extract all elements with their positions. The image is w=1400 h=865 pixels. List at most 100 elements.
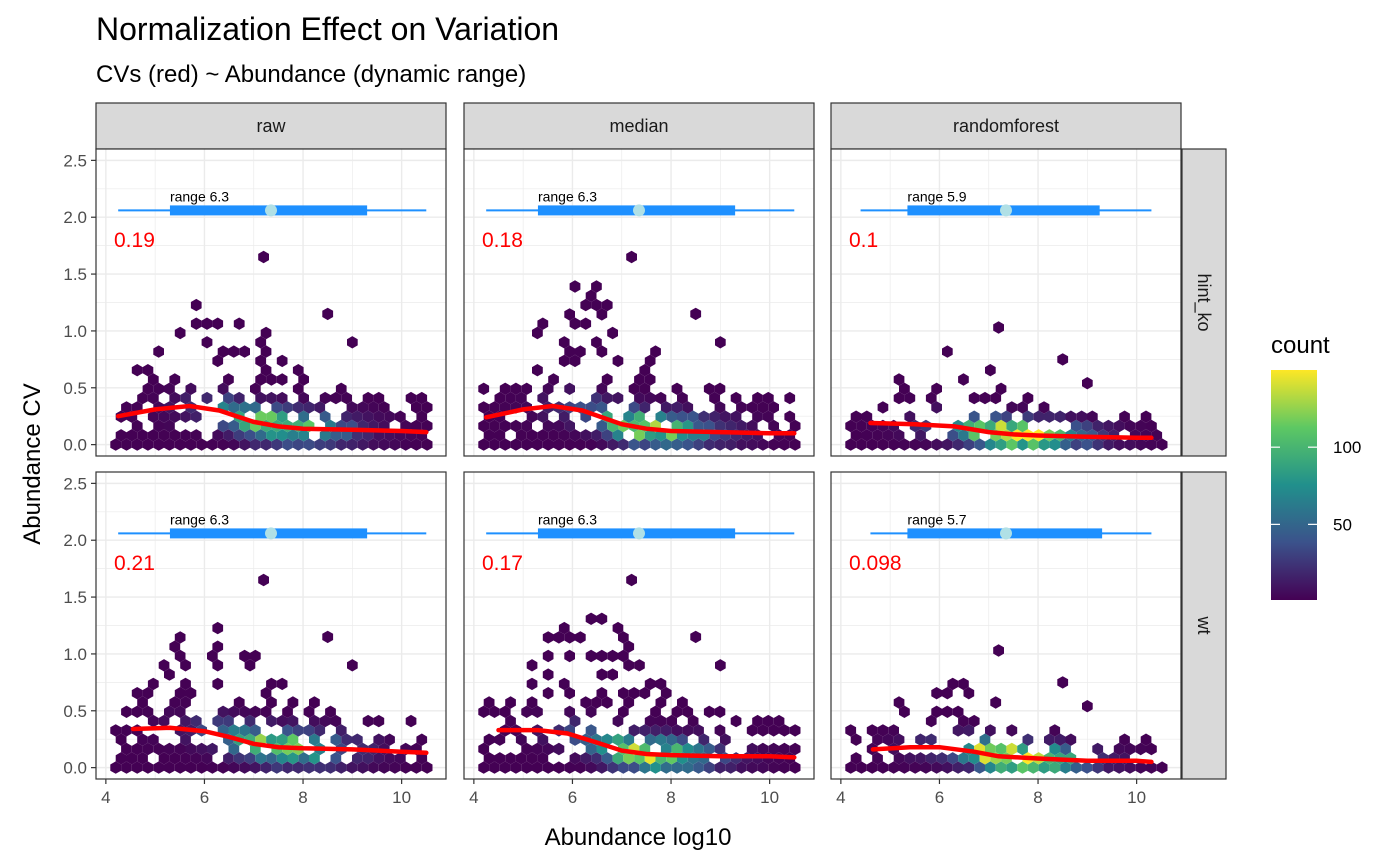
hexbin-cell: [389, 438, 401, 451]
hexbin-cell: [639, 438, 651, 451]
hexbin-cell: [993, 321, 1004, 334]
panel-border: [463, 148, 815, 457]
hexbin-cell: [319, 410, 331, 423]
hexbin-cell: [779, 438, 790, 451]
hexbin-cell: [1119, 733, 1130, 746]
hexbin-cell: [499, 438, 511, 451]
hexbin-cell: [292, 364, 304, 377]
hexbin-cell: [1006, 401, 1018, 414]
hexbin-cell: [703, 742, 715, 756]
hexbin-cell: [963, 724, 975, 737]
hexbin-cell: [489, 419, 500, 433]
hexbin-cell: [276, 429, 288, 442]
hexbin-cell: [164, 742, 175, 756]
hexbin-cell: [698, 733, 710, 746]
hexbin-cell: [548, 429, 559, 442]
hexbin-cell: [180, 696, 191, 709]
hexbin-cell: [915, 752, 926, 765]
hexbin-cell: [601, 752, 613, 765]
hexbin-cell: [644, 429, 656, 442]
hexbin-cell: [510, 761, 522, 774]
hexbin-cell: [1065, 410, 1077, 423]
chart-subtitle: CVs (red) ~ Abundance (dynamic range): [96, 61, 526, 88]
hexbin-cell: [411, 419, 422, 433]
hexbin-cell: [746, 438, 758, 451]
hexbin-cell: [746, 419, 758, 433]
hexbin-cell: [660, 724, 672, 737]
hexbin-cell: [478, 705, 490, 718]
hexbin-cell: [515, 391, 527, 405]
hexbin-cell: [714, 419, 726, 433]
hexbin-cell: [169, 640, 181, 653]
hexbin-cell: [416, 752, 428, 765]
hexbin-cell: [909, 438, 921, 451]
hexbin-cell: [217, 382, 229, 395]
hexbin-cell: [384, 410, 395, 423]
hexbin-cell: [347, 336, 358, 349]
hexbin-cell: [845, 419, 857, 433]
dynamic-range-bar: range 5.7: [870, 511, 1152, 540]
hexbin-cell: [1135, 742, 1146, 756]
hexbin-cell: [703, 761, 715, 774]
hexbin-cell: [591, 391, 602, 405]
range-median-point: [265, 204, 277, 217]
hexbin-cell: [271, 438, 283, 451]
hexbin-cell: [660, 438, 672, 451]
hexbin-cell: [779, 742, 790, 756]
hexbin-cell: [373, 714, 385, 728]
hexbin-cell: [1103, 438, 1114, 451]
hexbin-cell: [644, 373, 656, 386]
hexbin-cell: [687, 410, 699, 423]
panel-median-hint_ko: range 6.3 0.18: [463, 148, 815, 457]
x-tick-label: 4: [469, 788, 478, 807]
hexbin-cell: [628, 382, 640, 395]
hexbin-cell: [591, 336, 602, 349]
hexbin-cell: [1017, 438, 1028, 451]
hexbin-cell: [394, 752, 406, 765]
hexbin-layer: [478, 573, 801, 774]
hexbin-cell: [147, 373, 159, 386]
hexbin-cell: [115, 733, 127, 746]
hexbin-cell: [292, 401, 304, 414]
hexbin-cell: [207, 438, 218, 451]
hexbin-cell: [893, 752, 905, 765]
hexbin-cell: [121, 742, 132, 756]
hexbin-cell: [963, 687, 975, 700]
hexbin-cell: [137, 733, 148, 746]
hexbin-cell: [266, 429, 277, 442]
hexbin-cell: [872, 429, 883, 442]
hexbin-cell: [958, 373, 969, 386]
hexbin-cell: [1027, 761, 1039, 774]
hexbin-cell: [515, 733, 527, 746]
hexbin-cell: [185, 687, 197, 700]
hexbin-cell: [757, 438, 769, 451]
median-cv-label: 0.19: [114, 229, 155, 252]
hexbin-cell: [499, 705, 511, 718]
hexbin-cell: [400, 438, 411, 451]
hexbin-cell: [952, 705, 964, 718]
hexbin-cell: [789, 724, 801, 737]
strip-label: raw: [256, 116, 286, 136]
hexbin-cell: [341, 391, 352, 405]
hexbin-cell: [1017, 419, 1028, 433]
hexbin-cell: [239, 705, 250, 718]
hexbin-cell: [287, 429, 299, 442]
hexbin-cell: [768, 742, 779, 756]
hexbin-cell: [384, 752, 395, 765]
hexbin-cell: [845, 438, 857, 451]
hexbin-cell: [850, 733, 862, 746]
hexbin-cell: [532, 705, 543, 718]
hexbin-cell: [639, 364, 651, 377]
hexbin-cell: [612, 354, 624, 368]
hexbin-cell: [322, 307, 334, 321]
hexbin-cell: [142, 687, 154, 700]
x-tick-label: 10: [392, 788, 411, 807]
hexbin-cell: [169, 391, 181, 405]
hexbin-cell: [618, 631, 629, 644]
hexbin-cell: [564, 761, 575, 774]
hexbin-cell: [411, 438, 422, 451]
hexbin-cell: [580, 429, 592, 442]
hexbin-cell: [985, 724, 996, 737]
hexbin-cell: [585, 705, 597, 718]
hexbin-cell: [623, 752, 635, 765]
